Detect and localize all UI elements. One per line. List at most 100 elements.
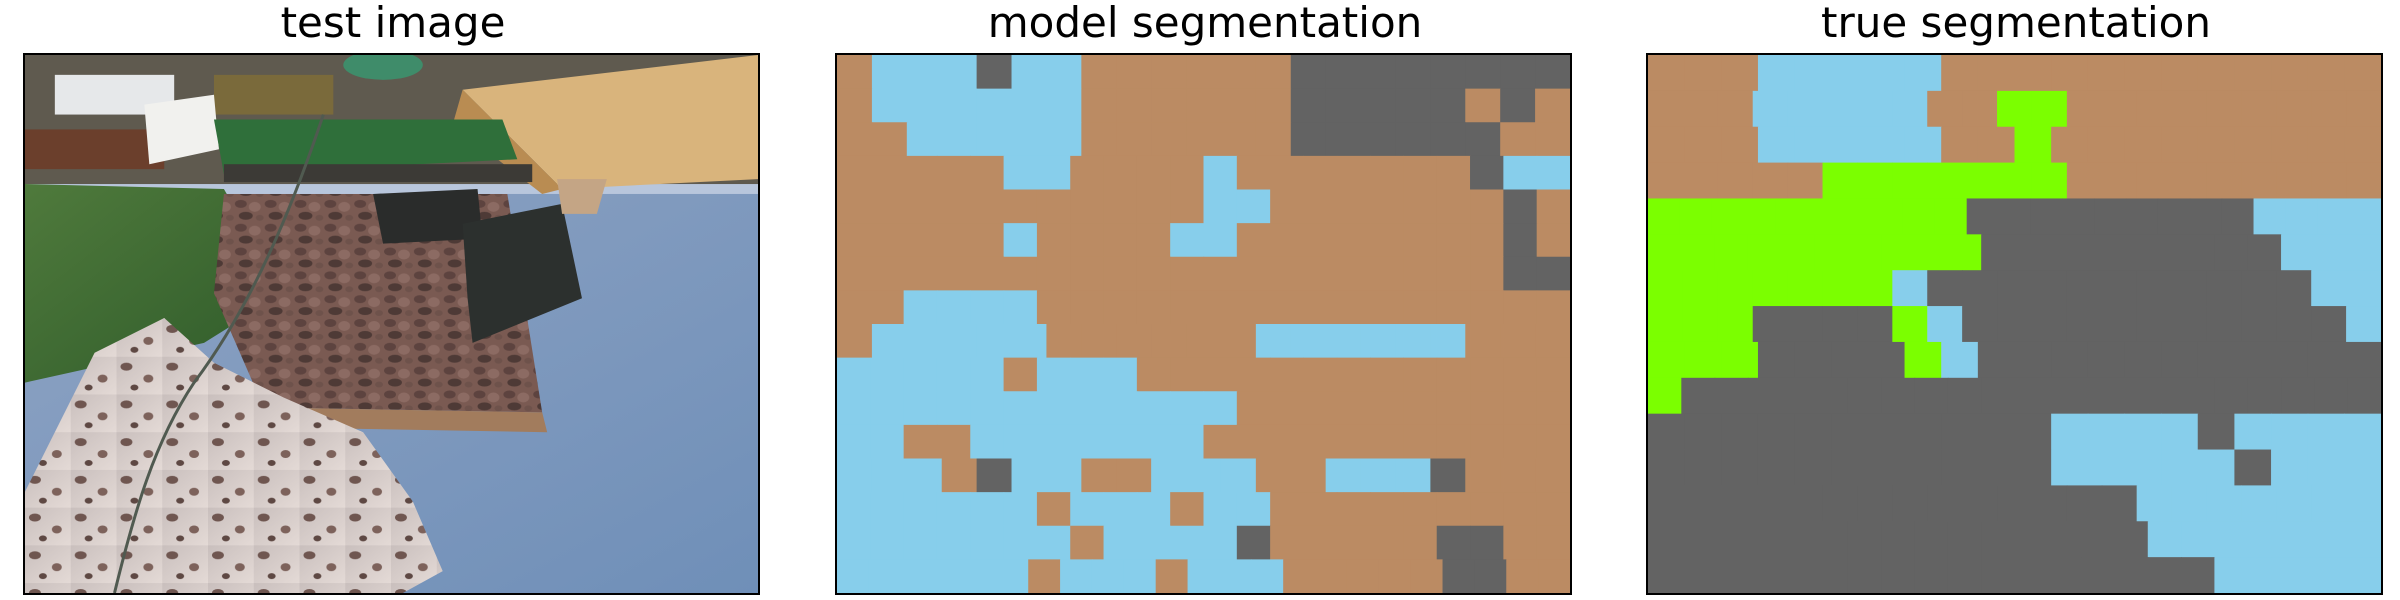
true-segmentation-cell [2311,485,2347,522]
model-segmentation-cell [906,55,943,90]
true-segmentation-cell [1857,270,1893,307]
true-segmentation-cell [1927,306,1963,343]
model-segmentation-cell [1290,324,1327,359]
true-segmentation-cell [1847,557,1882,593]
true-segmentation-cell [1752,270,1789,307]
true-segmentation-cell [2066,270,2103,307]
true-segmentation-cell [2214,521,2249,558]
true-segmentation-cell [1831,126,1869,164]
model-segmentation-cell [1325,88,1362,123]
true-segmentation-cell [1904,413,1942,451]
true-segmentation-cell [1871,198,1904,235]
true-segmentation-cell [2276,162,2312,200]
model-segmentation-cell [1103,357,1138,392]
true-segmentation-cell [2234,413,2272,451]
model-segmentation-cell [1336,525,1371,560]
model-segmentation-cell [837,256,871,291]
model-segmentation-cell [1503,155,1538,191]
model-segmentation-cell [903,223,938,258]
true-segmentation-cell [2124,449,2162,486]
model-segmentation-cell [1536,357,1570,392]
true-segmentation-cell [1747,377,1782,415]
model-segmentation-cell [1360,88,1397,123]
true-segmentation-cell [1681,377,1716,415]
true-segmentation-cell [2014,377,2049,415]
model-segmentation-cell [871,88,908,123]
true-segmentation-cell [2161,449,2199,486]
model-segmentation-cell [870,525,905,560]
true-segmentation-cell [2014,126,2052,164]
model-segmentation-cell [1465,55,1501,90]
true-segmentation-cell [2271,449,2309,486]
true-segmentation-cell [2051,413,2089,451]
true-segmentation-cell [2346,485,2381,522]
model-segmentation-cell [1436,290,1471,325]
model-segmentation-grid [837,55,1570,593]
true-segmentation-cell [2047,377,2082,415]
model-segmentation-cell [871,324,908,359]
model-segmentation-cell [970,290,1005,325]
true-segmentation-cell [2062,198,2095,235]
true-segmentation-cell [1822,90,1859,128]
model-segmentation-cell [1151,55,1187,90]
model-segmentation-cell [941,88,978,123]
true-segmentation-cell [2234,341,2272,379]
true-segmentation-cell [2276,485,2312,522]
true-segmentation-cell [1941,449,1979,486]
model-segmentation-cell [1203,256,1238,291]
true-segmentation-cell [2066,485,2103,522]
true-segmentation-cell [1927,270,1963,307]
true-segmentation-cell [1857,306,1893,343]
model-segmentation-cell [1036,256,1071,291]
model-segmentation-cell [1203,357,1238,392]
true-segmentation-cell [2344,449,2381,486]
model-segmentation-cell [1470,155,1504,191]
true-segmentation-cell [1997,162,2033,200]
true-segmentation-cell [1977,413,2016,451]
true-segmentation-cell [1781,377,1816,415]
model-segmentation-cell [996,559,1029,593]
true-segmentation-cell [1648,126,1686,164]
model-segmentation-cell [1081,88,1117,123]
model-segmentation-cell [1036,424,1071,460]
true-segmentation-cell [1721,126,1759,164]
true-segmentation-cell [2344,55,2381,92]
true-segmentation-cell [1947,234,1982,271]
model-segmentation-cell [1003,492,1038,527]
true-segmentation-cell [1807,198,1840,235]
model-segmentation-cell [1170,290,1205,325]
model-segmentation-cell [1536,391,1570,426]
true-segmentation-cell [1757,126,1796,164]
true-segmentation-cell [2253,198,2286,235]
model-segmentation-cell [1370,189,1405,224]
model-segmentation-cell [1203,223,1238,258]
model-segmentation-cell [1303,391,1338,426]
true-segmentation-cell [2171,306,2208,343]
true-segmentation-cell [1752,90,1789,128]
model-segmentation-cell [1403,155,1438,191]
model-segmentation-cell [1116,55,1152,90]
model-segmentation-cell [1303,525,1338,560]
true-segmentation-cell [2206,162,2242,200]
model-segmentation-panel [835,53,1572,595]
true-segmentation-cell [2136,162,2173,200]
true-segmentation-cell [2124,413,2162,451]
true-segmentation-cell [1947,377,1982,415]
true-segmentation-cell [1997,90,2033,128]
model-segmentation-cell [1430,88,1466,123]
model-segmentation-cell [1136,290,1171,325]
true-segmentation-cell [1711,198,1745,235]
model-segmentation-cell [1410,559,1444,593]
model-segmentation-cell [1336,223,1371,258]
true-segmentation-cell [2214,557,2249,593]
model-segmentation-cell [1436,424,1471,460]
model-segmentation-cell [936,256,971,291]
model-segmentation-cell [1270,525,1305,560]
true-segmentation-cell [2147,377,2182,415]
true-segmentation-cell [2307,55,2345,92]
true-segmentation-cell [2181,521,2216,558]
true-segmentation-cell [1977,126,2016,164]
model-segmentation-cell [871,55,908,90]
true-segmentation-cell [1648,377,1682,415]
model-segmentation-cell [1535,122,1570,157]
